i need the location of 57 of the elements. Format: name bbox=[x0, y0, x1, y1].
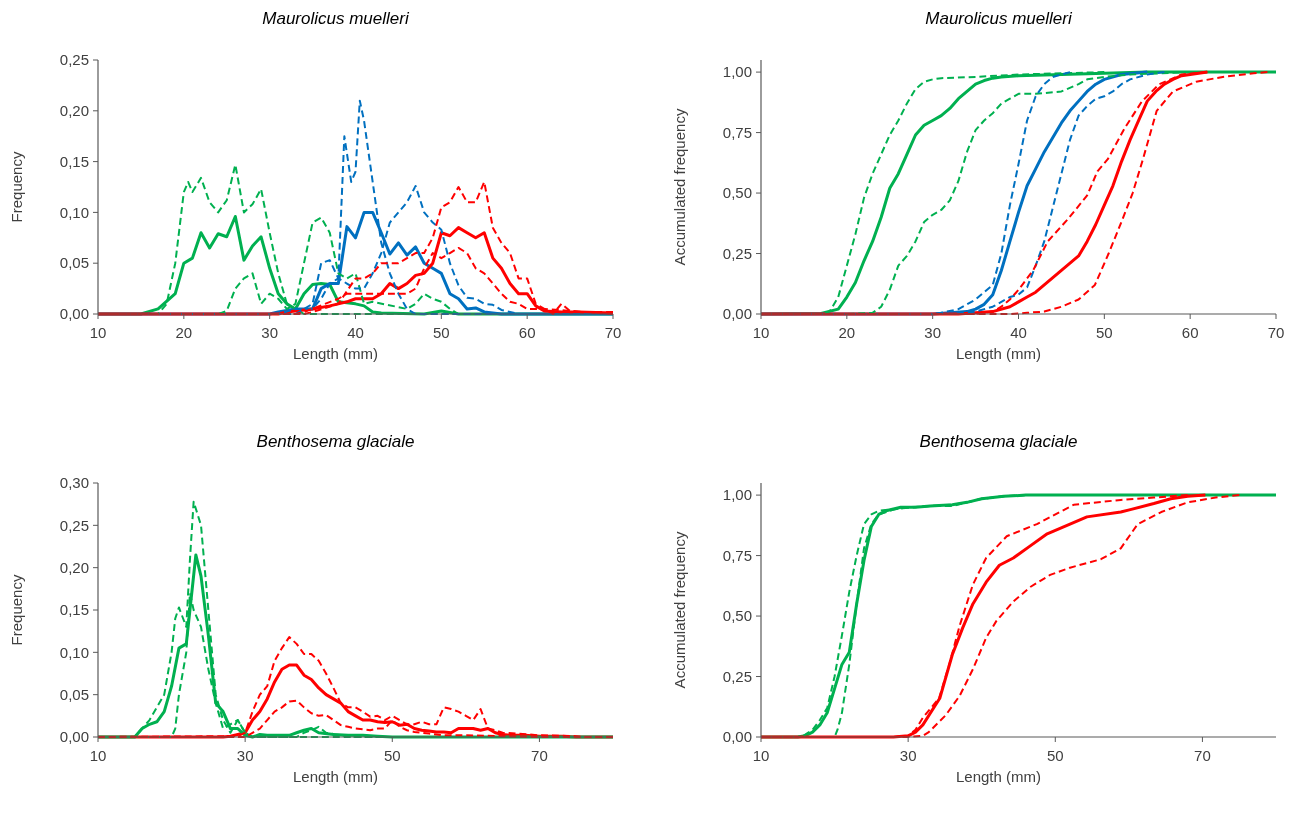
y-tick-label: 0,20 bbox=[59, 558, 89, 576]
x-tick-label: 50 bbox=[383, 747, 401, 764]
x-tick-label: 70 bbox=[1267, 324, 1285, 341]
chart-title: Maurolicus muelleri bbox=[262, 9, 410, 28]
y-tick-label: 0,05 bbox=[59, 685, 89, 703]
y-tick-label: 0,25 bbox=[722, 667, 752, 685]
chart-title: Benthosema glaciale bbox=[919, 432, 1078, 451]
x-tick-label: 30 bbox=[236, 747, 254, 764]
y-tick-label: 0,05 bbox=[59, 254, 89, 272]
x-axis-title: Length (mm) bbox=[955, 768, 1042, 785]
x-tick-label: 50 bbox=[432, 324, 450, 341]
y-tick-label: 0,50 bbox=[722, 184, 752, 202]
y-tick-label: 0,00 bbox=[59, 728, 89, 746]
x-tick-label: 10 bbox=[89, 324, 107, 341]
y-tick-label: 0,00 bbox=[722, 728, 752, 746]
y-tick-label: 1,00 bbox=[722, 486, 752, 504]
x-tick-label: 20 bbox=[838, 324, 856, 341]
y-tick-label: 0,15 bbox=[59, 152, 89, 170]
y-tick-label: 0,30 bbox=[59, 474, 89, 492]
x-tick-label: 10 bbox=[752, 747, 770, 764]
x-tick-label: 40 bbox=[347, 324, 364, 341]
x-tick-label: 20 bbox=[175, 324, 193, 341]
y-tick-label: 0,20 bbox=[59, 102, 89, 120]
x-tick-label: 60 bbox=[1181, 324, 1199, 341]
y-tick-label: 0,10 bbox=[59, 643, 89, 661]
y-tick-label: 0,15 bbox=[59, 601, 89, 619]
x-tick-label: 70 bbox=[531, 747, 548, 764]
x-tick-label: 30 bbox=[261, 324, 279, 341]
y-axis-title: Accumulated frequency bbox=[671, 108, 688, 266]
y-tick-label: 0,75 bbox=[722, 123, 752, 141]
y-tick-label: 0,10 bbox=[59, 203, 89, 221]
y-tick-label: 0,25 bbox=[59, 51, 89, 69]
x-axis-title: Length (mm) bbox=[292, 768, 379, 785]
x-tick-label: 50 bbox=[1095, 324, 1113, 341]
y-tick-label: 0,75 bbox=[722, 546, 752, 564]
x-tick-label: 10 bbox=[89, 747, 107, 764]
chart-title: Benthosema glaciale bbox=[256, 432, 415, 451]
y-axis-title: Frequency bbox=[8, 151, 25, 223]
x-tick-label: 10 bbox=[752, 324, 770, 341]
y-tick-label: 0,00 bbox=[59, 305, 89, 323]
x-tick-label: 70 bbox=[1194, 747, 1211, 764]
y-tick-label: 0,25 bbox=[722, 244, 752, 262]
y-axis-title: Frequency bbox=[8, 574, 25, 646]
y-tick-label: 0,00 bbox=[722, 305, 752, 323]
x-axis-title: Length (mm) bbox=[955, 345, 1042, 362]
x-tick-label: 50 bbox=[1046, 747, 1064, 764]
x-tick-label: 40 bbox=[1010, 324, 1027, 341]
x-tick-label: 70 bbox=[604, 324, 622, 341]
y-axis-title: Accumulated frequency bbox=[671, 531, 688, 689]
y-tick-label: 0,25 bbox=[59, 516, 89, 534]
x-tick-label: 30 bbox=[924, 324, 942, 341]
y-tick-label: 0,50 bbox=[722, 607, 752, 625]
y-tick-label: 1,00 bbox=[722, 63, 752, 81]
x-axis-title: Length (mm) bbox=[292, 345, 379, 362]
x-tick-label: 30 bbox=[899, 747, 917, 764]
chart-title: Maurolicus muelleri bbox=[925, 9, 1073, 28]
x-tick-label: 60 bbox=[518, 324, 536, 341]
